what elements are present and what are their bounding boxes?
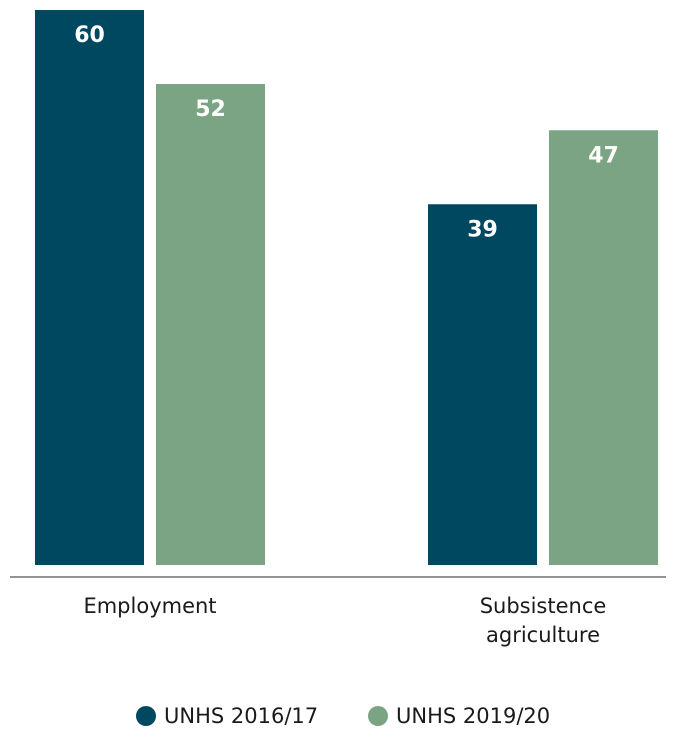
- bar-subsistence-agriculture-unhs-2016-17: [428, 204, 537, 565]
- category-labels-layer: Employment Subsistence agriculture: [83, 594, 606, 647]
- legend-swatch: [368, 706, 388, 726]
- data-label-subsistence-agriculture-unhs-2016-17: 39: [467, 217, 498, 242]
- category-label-employment: Employment: [83, 594, 216, 618]
- legend-item-unhs-2019-20: UNHS 2019/20: [368, 704, 550, 728]
- bars-layer: [35, 10, 658, 565]
- data-label-employment-unhs-2016-17: 60: [74, 23, 105, 48]
- value-labels-layer: 60 52 39 47: [74, 23, 619, 242]
- bar-employment-unhs-2019-20: [156, 84, 265, 565]
- legend-label: UNHS 2019/20: [396, 704, 550, 728]
- legend-item-unhs-2016-17: UNHS 2016/17: [136, 704, 318, 728]
- category-label-subsistence-agriculture: Subsistence agriculture: [480, 594, 607, 647]
- data-label-employment-unhs-2019-20: 52: [195, 97, 226, 122]
- bar-subsistence-agriculture-unhs-2019-20: [549, 130, 658, 565]
- data-label-subsistence-agriculture-unhs-2019-20: 47: [588, 143, 619, 168]
- legend: UNHS 2016/17 UNHS 2019/20: [136, 704, 550, 728]
- bar-employment-unhs-2016-17: [35, 10, 144, 565]
- legend-swatch: [136, 706, 156, 726]
- legend-label: UNHS 2016/17: [164, 704, 318, 728]
